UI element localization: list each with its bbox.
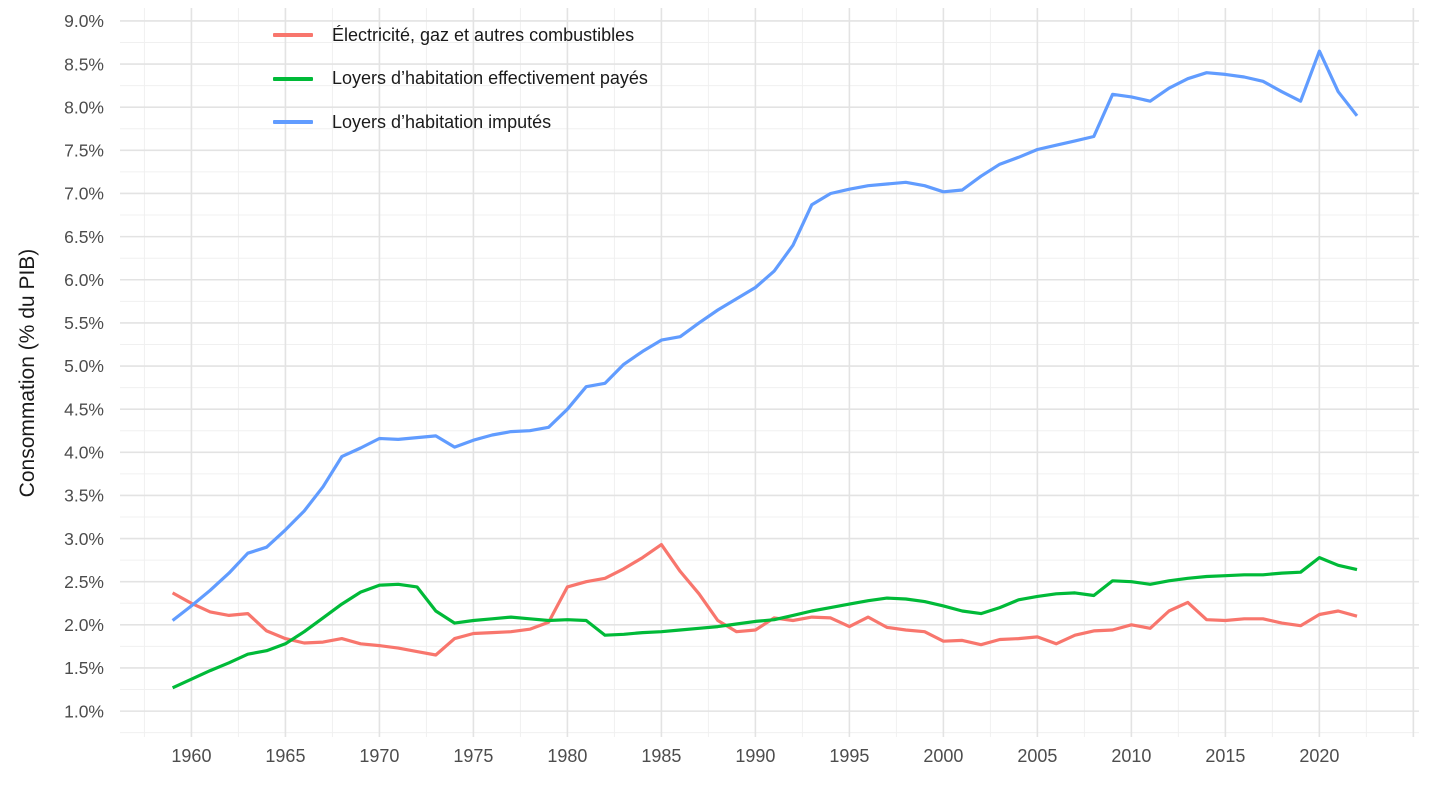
svg-text:2015: 2015 bbox=[1205, 746, 1245, 766]
svg-text:6.0%: 6.0% bbox=[64, 270, 104, 290]
svg-text:2000: 2000 bbox=[923, 746, 963, 766]
legend-label: Électricité, gaz et autres combustibles bbox=[332, 24, 635, 45]
svg-text:2.0%: 2.0% bbox=[64, 615, 104, 635]
svg-text:6.5%: 6.5% bbox=[64, 227, 104, 247]
svg-text:1975: 1975 bbox=[453, 746, 493, 766]
svg-text:4.5%: 4.5% bbox=[64, 399, 104, 419]
svg-text:2.5%: 2.5% bbox=[64, 572, 104, 592]
svg-text:1965: 1965 bbox=[265, 746, 305, 766]
legend-label: Loyers d’habitation effectivement payés bbox=[332, 68, 648, 88]
svg-text:1990: 1990 bbox=[735, 746, 775, 766]
legend: Électricité, gaz et autres combustibles … bbox=[273, 21, 648, 136]
legend-label: Loyers d’habitation imputés bbox=[332, 111, 552, 132]
svg-text:1980: 1980 bbox=[547, 746, 587, 766]
svg-text:1985: 1985 bbox=[641, 746, 681, 766]
svg-text:1.5%: 1.5% bbox=[64, 658, 104, 678]
svg-text:8.5%: 8.5% bbox=[64, 54, 104, 74]
svg-text:8.0%: 8.0% bbox=[64, 97, 104, 117]
y-axis-title: Consommation (% du PIB) bbox=[16, 248, 39, 498]
svg-text:2005: 2005 bbox=[1017, 746, 1057, 766]
svg-text:4.0%: 4.0% bbox=[64, 443, 104, 463]
electricity-line-key-icon bbox=[273, 33, 313, 37]
svg-text:1960: 1960 bbox=[171, 746, 211, 766]
svg-text:1995: 1995 bbox=[829, 746, 869, 766]
svg-text:9.0%: 9.0% bbox=[64, 11, 104, 31]
imputed-rents-line-key-icon bbox=[273, 120, 313, 124]
actual-rents-line-key-icon bbox=[273, 76, 313, 81]
svg-text:3.5%: 3.5% bbox=[64, 486, 104, 506]
svg-text:2020: 2020 bbox=[1299, 746, 1339, 766]
svg-text:7.0%: 7.0% bbox=[64, 184, 104, 204]
svg-text:5.5%: 5.5% bbox=[64, 313, 104, 333]
legend-item-electricity: Électricité, gaz et autres combustibles bbox=[273, 21, 648, 49]
svg-text:1970: 1970 bbox=[359, 746, 399, 766]
legend-item-actual-rents: Loyers d’habitation effectivement payés bbox=[273, 65, 648, 93]
svg-text:1.0%: 1.0% bbox=[64, 701, 104, 721]
svg-text:2010: 2010 bbox=[1111, 746, 1151, 766]
svg-text:5.0%: 5.0% bbox=[64, 356, 104, 376]
legend-item-imputed-rents: Loyers d’habitation imputés bbox=[273, 108, 648, 136]
svg-text:7.5%: 7.5% bbox=[64, 141, 104, 161]
svg-text:3.0%: 3.0% bbox=[64, 529, 104, 549]
